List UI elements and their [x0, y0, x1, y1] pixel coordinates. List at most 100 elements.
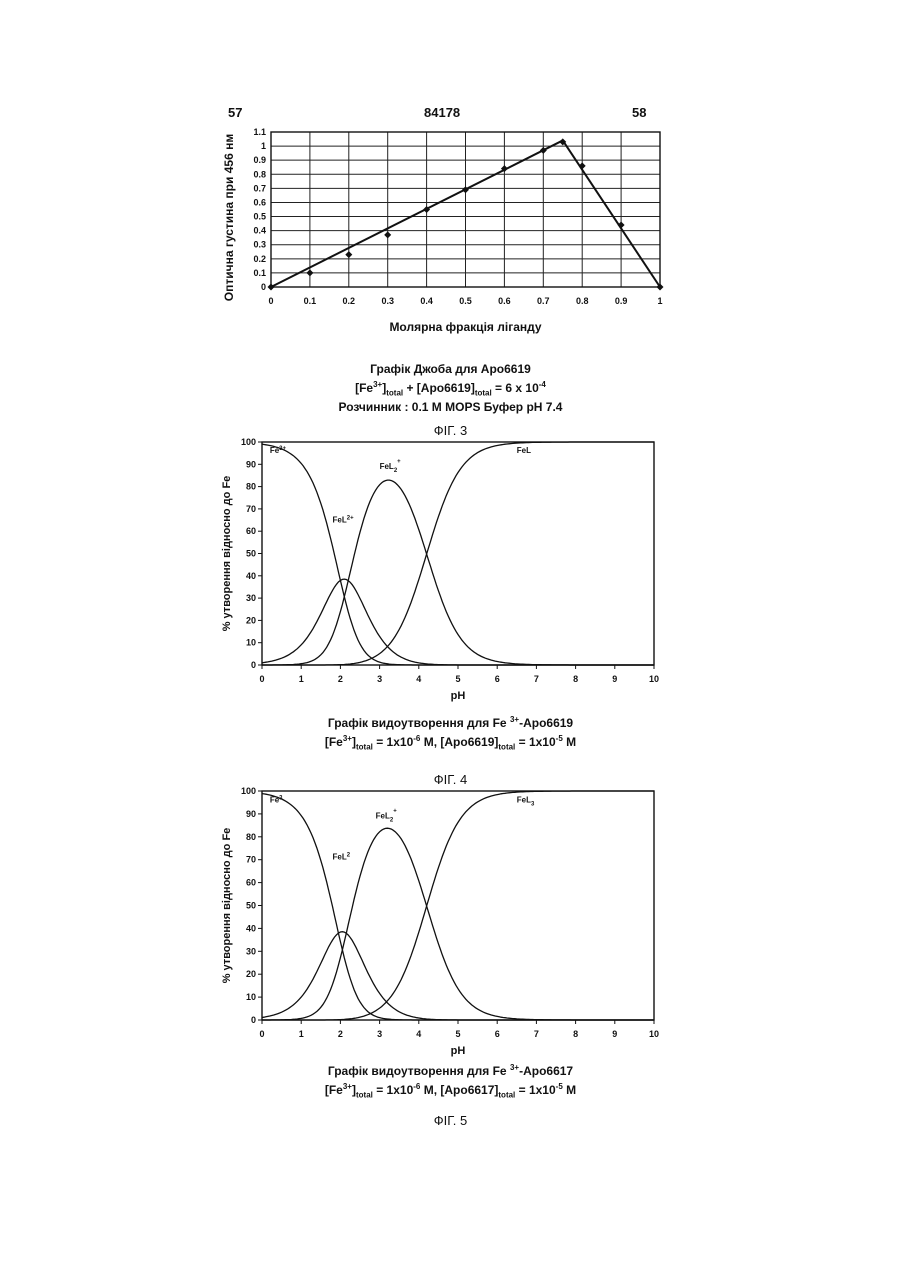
x-tick-label: 0 [268, 296, 273, 306]
data-point [306, 269, 313, 276]
y-tick-label: 80 [246, 482, 256, 492]
y-tick-label: 60 [246, 878, 256, 888]
y-tick-label: 0.8 [253, 169, 266, 179]
y-tick-label: 90 [246, 809, 256, 819]
y-tick-label: 30 [246, 593, 256, 603]
x-tick-label: 1 [299, 674, 304, 684]
x-tick-label: 0.1 [304, 296, 317, 306]
y-tick-label: 40 [246, 923, 256, 933]
document-number: 84178 [424, 105, 460, 120]
x-tick-label: 0.6 [498, 296, 511, 306]
y-tick-label: 0.6 [253, 197, 266, 207]
x-tick-label: 5 [455, 674, 460, 684]
x-axis-label: pH [451, 690, 466, 702]
y-axis-label: % утворення відносно до Fe [221, 476, 233, 632]
series-fel3-label: FeL [517, 446, 531, 455]
x-tick-label: 2 [338, 674, 343, 684]
series-fel3-line [262, 442, 654, 665]
y-tick-label: 1 [261, 141, 266, 151]
x-tick-label: 9 [612, 674, 617, 684]
x-tick-label: 4 [416, 1029, 421, 1039]
y-tick-label: 0.1 [253, 268, 266, 278]
y-tick-label: 30 [246, 946, 256, 956]
x-tick-label: 3 [377, 674, 382, 684]
chart1-caption-line2: [Fe3+]total + [Apo6619]total = 6 x 10-4 [0, 377, 901, 400]
x-tick-label: 0.2 [343, 296, 356, 306]
data-point [268, 284, 275, 291]
y-tick-label: 0 [251, 1015, 256, 1025]
chart1-caption-line3: Розчинник : 0.1 M MOPS Буфер pH 7.4 [0, 400, 901, 415]
y-tick-label: 0.4 [253, 226, 266, 236]
series-fe-label: Fe3 [270, 795, 283, 804]
x-tick-label: 0.9 [615, 296, 628, 306]
data-point [540, 147, 547, 154]
x-tick-label: 10 [649, 674, 659, 684]
series-fe-line [262, 444, 654, 665]
y-tick-label: 0.5 [253, 212, 266, 222]
x-tick-label: 0.7 [537, 296, 550, 306]
y-tick-label: 80 [246, 832, 256, 842]
plot-frame [262, 791, 654, 1020]
x-tick-label: 10 [649, 1029, 659, 1039]
y-tick-label: 0.7 [253, 183, 266, 193]
x-tick-label: 9 [612, 1029, 617, 1039]
chart2-caption-line2: [Fe3+]total = 1x10-6 M, [Apo6619]total =… [0, 731, 901, 754]
chart3-caption-title: Графік видоутворення для Fe 3+-Apo6617 [0, 1060, 901, 1079]
y-tick-label: 70 [246, 504, 256, 514]
y-tick-label: 1.1 [253, 127, 266, 137]
x-tick-label: 1 [299, 1029, 304, 1039]
x-tick-label: 8 [573, 1029, 578, 1039]
y-tick-label: 70 [246, 855, 256, 865]
x-tick-label: 0 [259, 674, 264, 684]
y-tick-label: 20 [246, 969, 256, 979]
fit-line [271, 140, 563, 287]
figure-label-5: ФІГ. 5 [0, 1113, 901, 1128]
page-number-left: 57 [228, 105, 242, 120]
x-tick-label: 6 [495, 1029, 500, 1039]
x-tick-label: 8 [573, 674, 578, 684]
series-fel2-line [262, 480, 654, 665]
plot-frame [262, 442, 654, 665]
series-fel-label: FeL2+ [333, 515, 355, 524]
series-fel3-line [262, 791, 654, 1020]
x-tick-label: 0.4 [420, 296, 433, 306]
y-tick-label: 60 [246, 526, 256, 536]
data-point [579, 162, 586, 169]
y-tick-label: 0 [261, 282, 266, 292]
data-point [345, 251, 352, 258]
x-tick-label: 4 [416, 674, 421, 684]
series-fel-line [262, 579, 654, 665]
y-tick-label: 90 [246, 459, 256, 469]
chart2-caption-title: Графік видоутворення для Fe 3+-Apo6619 [0, 712, 901, 731]
series-fel-label: FeL2 [333, 853, 351, 862]
speciation-chart-apo6617: 0102030405060708090100012345678910Fe3FeL… [212, 783, 672, 1059]
speciation-chart-apo6619: 0102030405060708090100012345678910Fe3+Fe… [212, 434, 672, 704]
y-tick-label: 50 [246, 549, 256, 559]
x-tick-label: 1 [657, 296, 662, 306]
series-fel3-label: FeL3 [517, 795, 535, 807]
x-tick-label: 0.8 [576, 296, 589, 306]
chart2-caption: Графік видоутворення для Fe 3+-Apo6619 [… [0, 712, 901, 754]
page-number-right: 58 [632, 105, 646, 120]
job-plot-chart: 00.10.20.30.40.50.60.70.80.911.100.10.20… [205, 122, 685, 334]
series-fel2-label: FeL2+ [376, 808, 398, 823]
y-tick-label: 0 [251, 660, 256, 670]
data-point [384, 231, 391, 238]
fit-line [563, 140, 660, 287]
x-tick-label: 7 [534, 674, 539, 684]
x-tick-label: 0.3 [381, 296, 394, 306]
y-tick-label: 10 [246, 992, 256, 1002]
x-tick-label: 5 [455, 1029, 460, 1039]
x-tick-label: 0 [259, 1029, 264, 1039]
series-fel2-line [262, 828, 654, 1020]
chart3-caption-line2: [Fe3+]total = 1x10-6 M, [Apo6617]total =… [0, 1079, 901, 1102]
chart1-caption: Графік Джоба для Apo6619 [Fe3+]total + [… [0, 362, 901, 415]
x-tick-label: 6 [495, 674, 500, 684]
x-axis-label: Молярна фракція ліганду [389, 320, 541, 334]
x-tick-label: 2 [338, 1029, 343, 1039]
y-tick-label: 0.3 [253, 240, 266, 250]
chart1-caption-title: Графік Джоба для Apo6619 [0, 362, 901, 377]
x-tick-label: 0.5 [459, 296, 472, 306]
y-axis-label: Оптична густина при 456 нм [222, 134, 236, 302]
x-tick-label: 7 [534, 1029, 539, 1039]
